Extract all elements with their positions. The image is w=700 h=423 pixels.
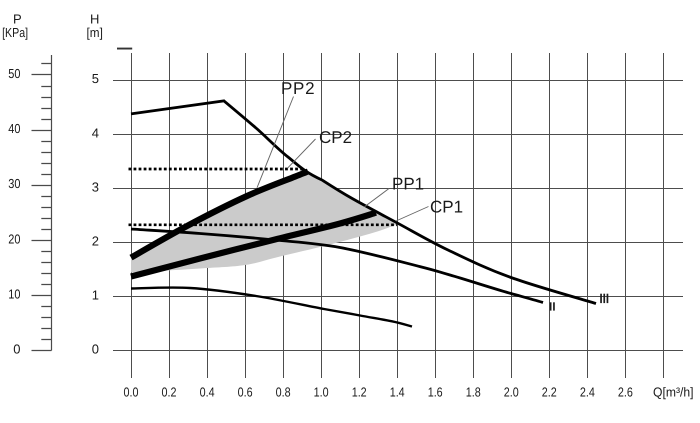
svg-text:1.6: 1.6 [428, 384, 443, 399]
svg-text:2.2: 2.2 [542, 384, 557, 399]
svg-text:2.0: 2.0 [504, 384, 519, 399]
svg-text:PP1: PP1 [392, 175, 424, 194]
svg-text:20: 20 [8, 231, 20, 246]
svg-text:50: 50 [8, 66, 20, 81]
svg-text:3: 3 [92, 179, 99, 194]
svg-text:1: 1 [92, 288, 99, 303]
svg-text:CP2: CP2 [319, 128, 352, 147]
svg-text:P: P [13, 12, 22, 27]
svg-text:1.2: 1.2 [352, 384, 367, 399]
svg-text:1.4: 1.4 [390, 384, 405, 399]
svg-text:5: 5 [92, 71, 99, 86]
svg-text:[KPa]: [KPa] [2, 25, 28, 40]
svg-text:10: 10 [8, 287, 20, 302]
svg-text:0: 0 [13, 342, 20, 357]
svg-text:1.0: 1.0 [314, 384, 329, 399]
svg-text:40: 40 [8, 121, 20, 136]
svg-text:2.6: 2.6 [618, 384, 633, 399]
svg-text:2: 2 [92, 233, 99, 248]
svg-text:H: H [90, 12, 99, 27]
svg-text:4: 4 [92, 125, 99, 140]
svg-text:30: 30 [8, 176, 20, 191]
svg-text:1.8: 1.8 [466, 384, 481, 399]
svg-text:CP1: CP1 [430, 197, 463, 216]
svg-text:0: 0 [92, 342, 99, 357]
svg-text:0.8: 0.8 [276, 384, 291, 399]
svg-text:[m]: [m] [87, 25, 103, 40]
svg-text:PP2: PP2 [281, 79, 315, 98]
svg-text:Q[m³/h]: Q[m³/h] [653, 384, 694, 399]
svg-text:2.4: 2.4 [580, 384, 595, 399]
svg-text:0.2: 0.2 [162, 384, 177, 399]
svg-text:0.0: 0.0 [124, 384, 139, 399]
svg-text:0.4: 0.4 [200, 384, 215, 399]
svg-text:0.6: 0.6 [238, 384, 253, 399]
